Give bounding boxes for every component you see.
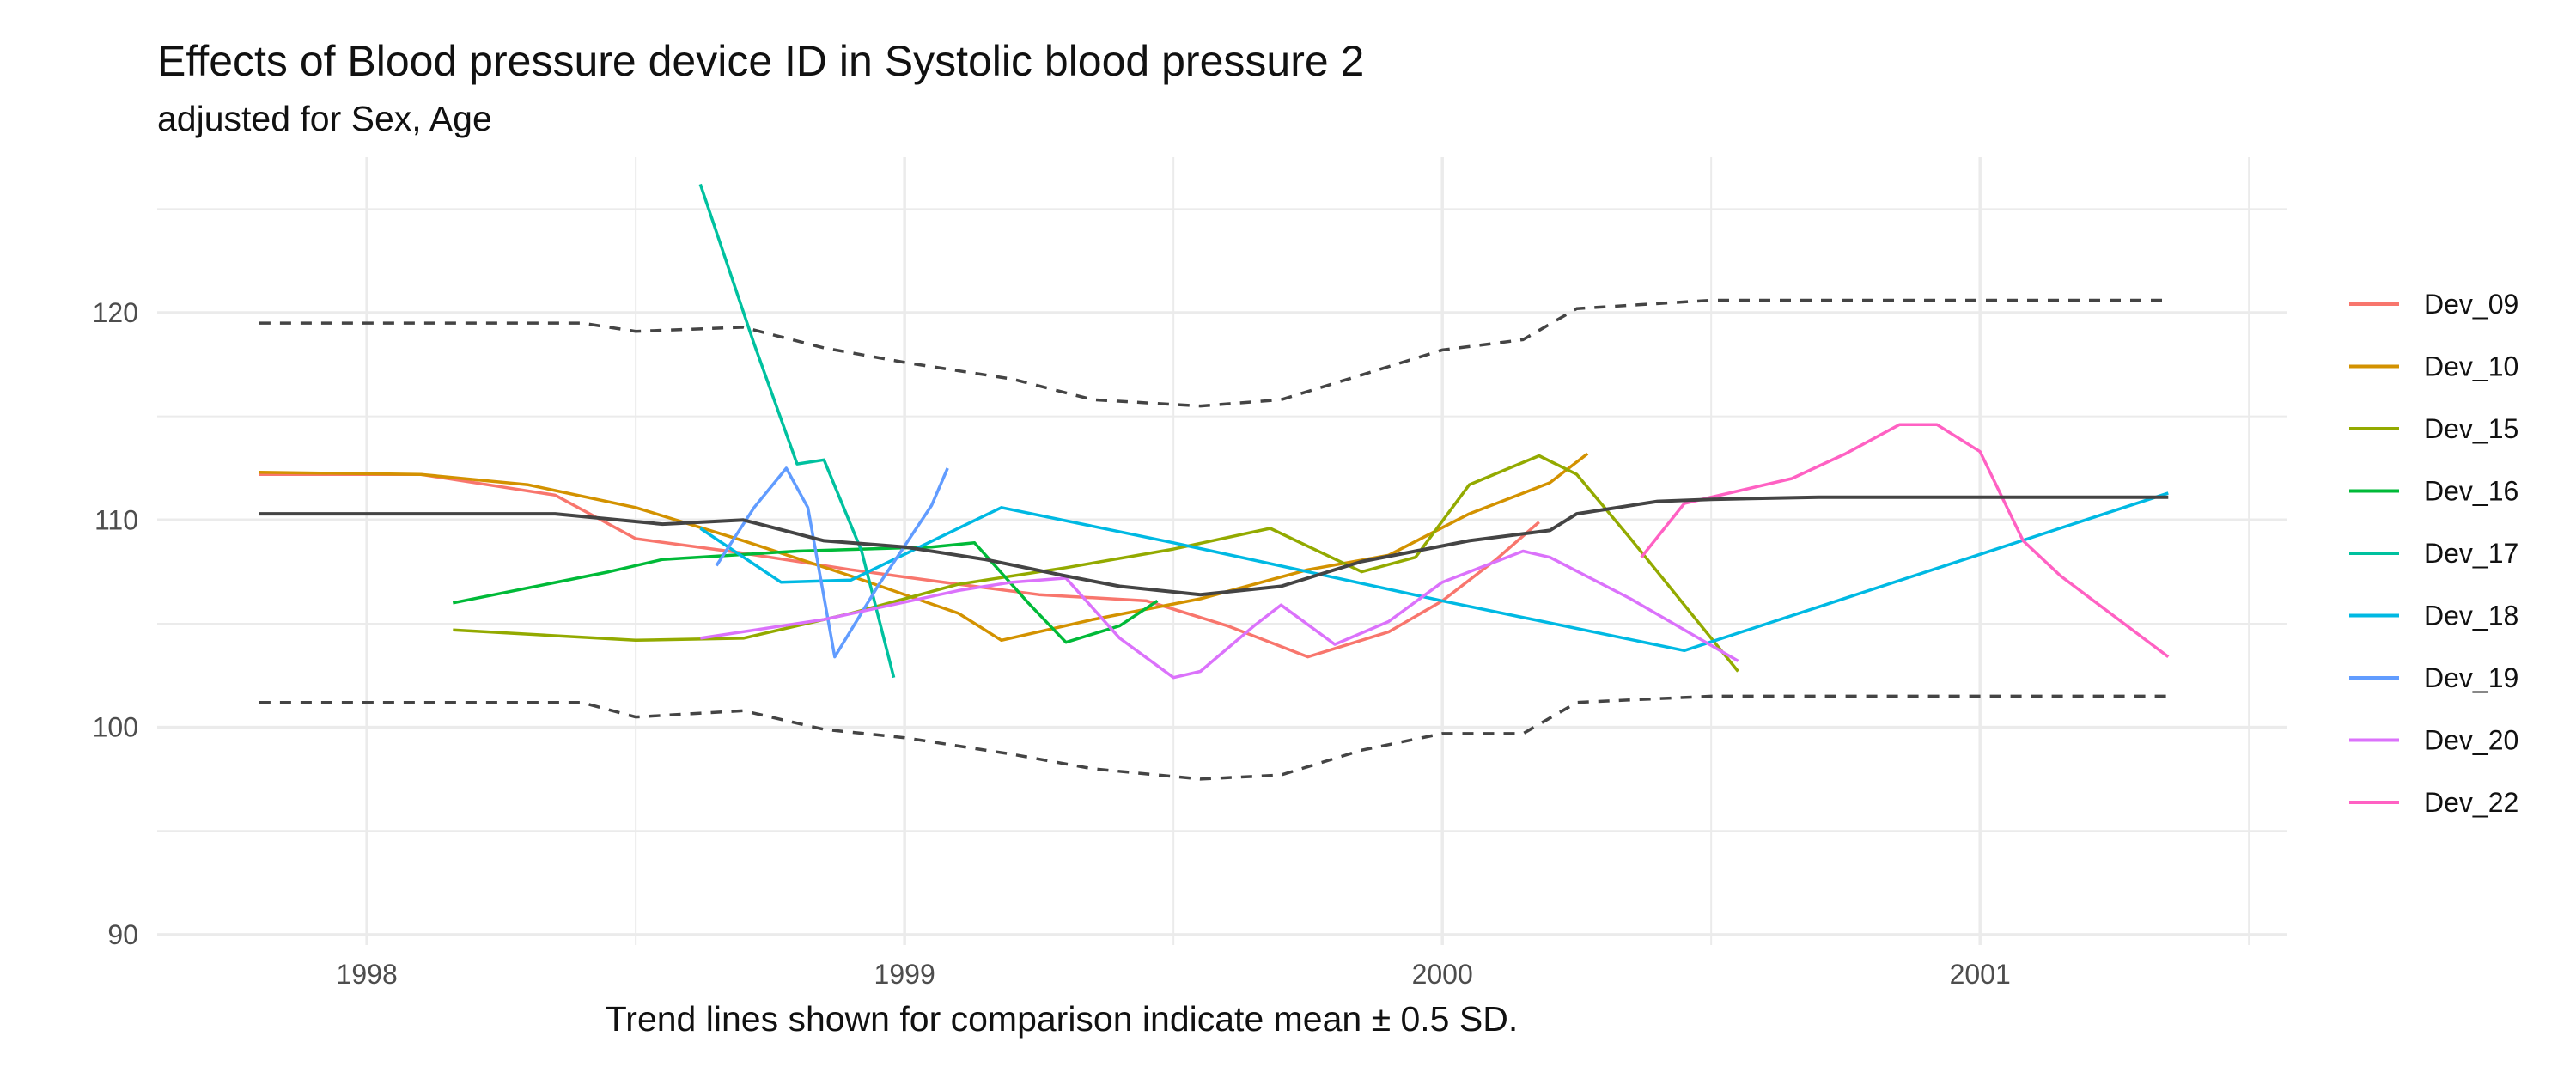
trend-lines <box>259 298 2169 781</box>
legend-label: Dev_15 <box>2424 413 2518 444</box>
trend-upper-line <box>259 298 2169 408</box>
y-tick-label: 120 <box>93 297 138 328</box>
series-line-dev-20 <box>700 549 1739 680</box>
legend: Dev_09 Dev_10 Dev_15 Dev_16 Dev_17 Dev_18 Dev_… <box>2349 289 2518 818</box>
y-tick-label: 100 <box>93 712 138 743</box>
legend-label: Dev_10 <box>2424 351 2518 382</box>
series-line-dev-10 <box>259 452 1589 643</box>
x-tick-label: 1998 <box>337 959 398 990</box>
trend-lower-line <box>259 694 2169 781</box>
legend-label: Dev_17 <box>2424 538 2518 569</box>
legend-label: Dev_22 <box>2424 787 2518 818</box>
chart-caption: Trend lines shown for comparison indicat… <box>606 999 1518 1039</box>
y-tick-label: 90 <box>107 919 138 950</box>
series-line-dev-15 <box>453 454 1739 673</box>
series-line-dev-09 <box>259 472 1540 659</box>
x-axis: 1998 1999 2000 2001 <box>337 959 2011 990</box>
series-line-dev-17 <box>698 183 896 679</box>
chart-subtitle: adjusted for Sex, Age <box>157 99 492 138</box>
legend-label: Dev_16 <box>2424 476 2518 507</box>
legend-label: Dev_19 <box>2424 662 2518 693</box>
y-tick-label: 110 <box>94 504 138 535</box>
series-line-dev-19 <box>715 466 949 659</box>
series-lines <box>259 183 2170 680</box>
legend-label: Dev_09 <box>2424 289 2518 320</box>
grid <box>157 157 2287 945</box>
series-line-dev-22 <box>1640 423 2170 658</box>
y-axis: 90 100 110 120 <box>93 297 138 950</box>
series-line-dev-16 <box>452 541 1159 644</box>
chart-title: Effects of Blood pressure device ID in S… <box>157 37 1364 85</box>
x-tick-label: 1999 <box>874 959 935 990</box>
x-tick-label: 2000 <box>1412 959 1473 990</box>
trend-mean-line <box>259 495 2169 597</box>
series-line-dev-18 <box>699 491 2169 653</box>
x-tick-label: 2001 <box>1950 959 2011 990</box>
legend-label: Dev_18 <box>2424 601 2518 631</box>
legend-label: Dev_20 <box>2424 725 2518 756</box>
